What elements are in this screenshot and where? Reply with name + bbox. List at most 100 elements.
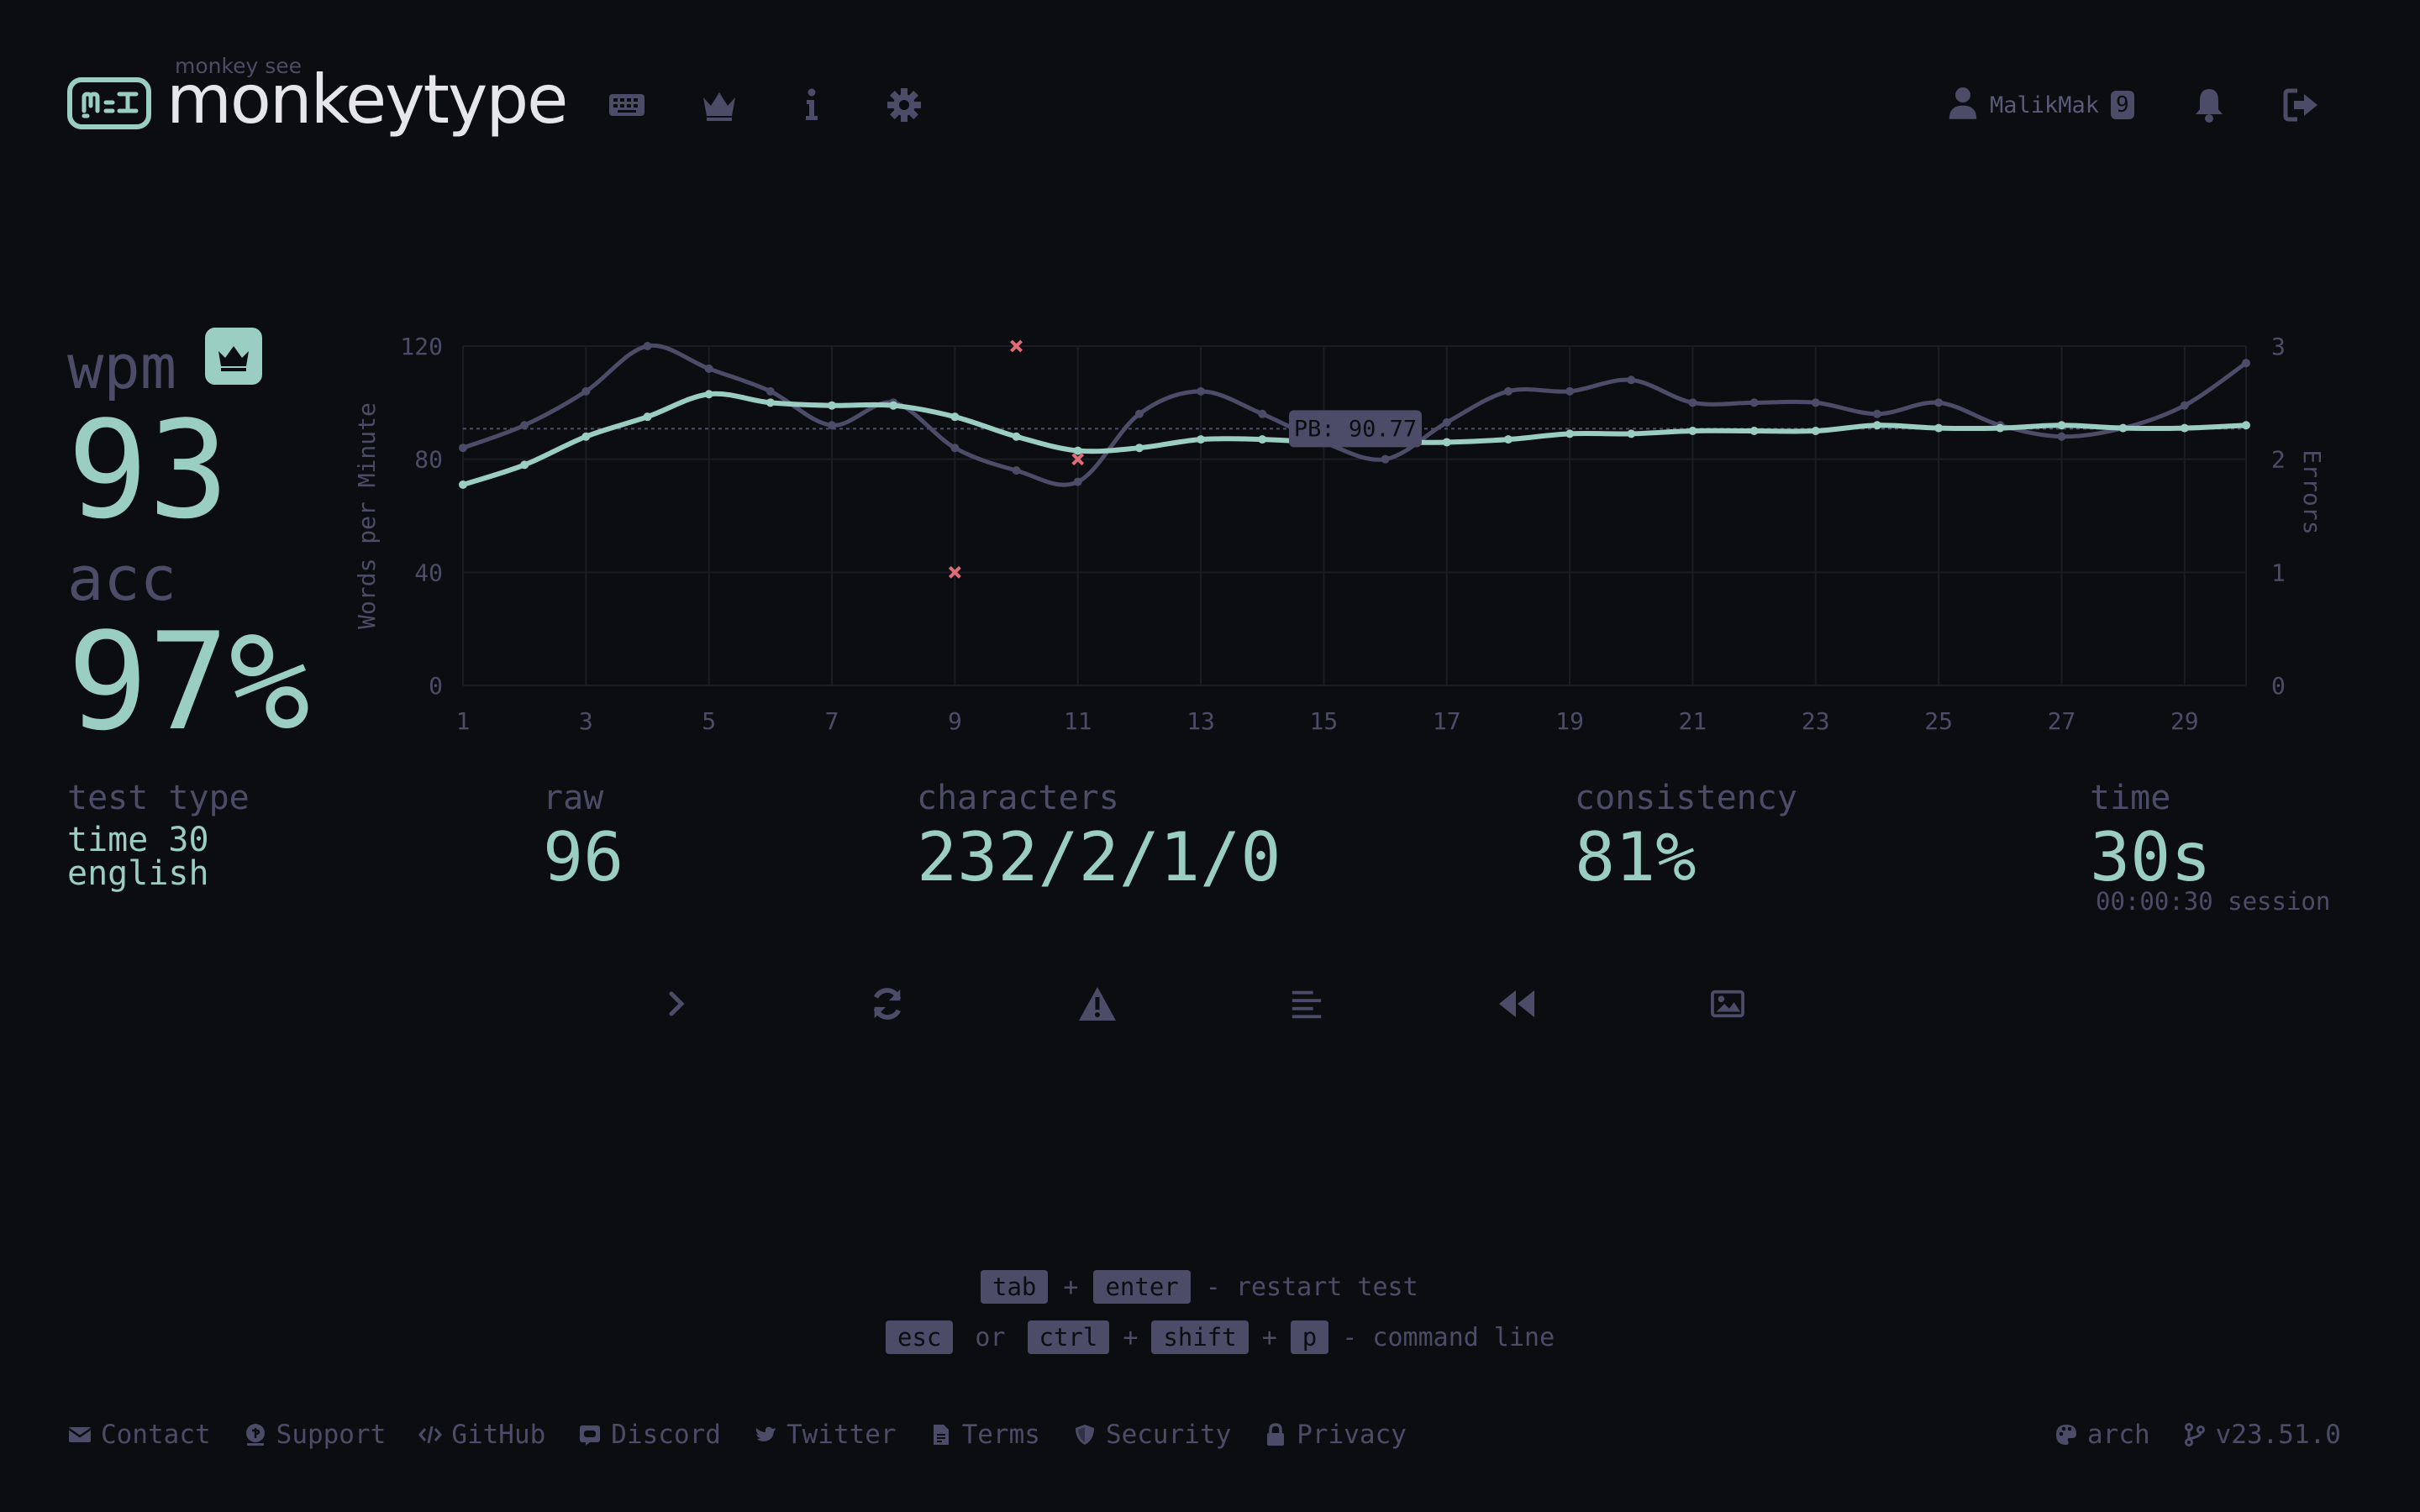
y2-tick-label: 1 bbox=[2271, 559, 2286, 586]
monkeytype-logo-icon[interactable] bbox=[67, 77, 151, 129]
footer-right: arch v23.51.0 bbox=[2054, 1416, 2341, 1453]
wpm-point bbox=[765, 398, 775, 407]
x-tick-label: 23 bbox=[1802, 707, 1830, 735]
privacy-link[interactable]: Privacy bbox=[1263, 1420, 1407, 1450]
key-p: p bbox=[1290, 1320, 1329, 1354]
wpm-point bbox=[1134, 444, 1144, 453]
wpm-value: 93 bbox=[67, 391, 229, 549]
raw-point bbox=[581, 386, 591, 396]
settings-gear-icon[interactable] bbox=[883, 84, 925, 126]
footer-links: Contact Support GitHub Discord Twitter T… bbox=[67, 1416, 1439, 1453]
sign-out-icon[interactable] bbox=[2281, 84, 2323, 126]
wpm-point bbox=[2057, 421, 2066, 430]
raw-point bbox=[2180, 401, 2189, 410]
consistency-label: consistency bbox=[1575, 779, 1797, 817]
wpm-point bbox=[2118, 423, 2128, 433]
key-enter: enter bbox=[1093, 1270, 1191, 1304]
raw-point bbox=[950, 444, 960, 453]
chevron-right-icon bbox=[669, 991, 685, 1016]
raw-point bbox=[704, 364, 713, 373]
theme-button[interactable]: arch bbox=[2054, 1420, 2150, 1450]
raw-point bbox=[1934, 398, 1944, 407]
raw-point bbox=[889, 398, 898, 407]
wpm-series-line bbox=[460, 391, 2249, 487]
next-test-button[interactable] bbox=[647, 979, 706, 1029]
align-left-icon bbox=[1292, 990, 1322, 1019]
image-icon bbox=[1711, 990, 1744, 1018]
x-tick-label: 25 bbox=[1924, 707, 1953, 735]
raw-point bbox=[459, 444, 467, 453]
raw-point bbox=[828, 421, 837, 430]
wpm-point bbox=[1934, 423, 1944, 433]
wpm-point bbox=[1503, 435, 1512, 444]
test-type-mode: time 30 bbox=[67, 821, 209, 859]
contact-link[interactable]: Contact bbox=[67, 1420, 211, 1450]
wpm-point bbox=[1012, 432, 1021, 441]
x-tick-label: 3 bbox=[579, 707, 593, 735]
characters-value: 232/2/1/0 bbox=[917, 818, 1281, 896]
acc-label: acc bbox=[67, 543, 177, 614]
raw-point bbox=[1872, 409, 1881, 418]
raw-point bbox=[1134, 409, 1144, 418]
user-icon bbox=[1948, 86, 1978, 125]
discord-icon bbox=[580, 1425, 601, 1446]
logo-subtitle: monkey see bbox=[175, 54, 302, 78]
logo-title[interactable]: monkeytype bbox=[166, 60, 568, 139]
wpm-point bbox=[1073, 446, 1082, 455]
x-tick-label: 27 bbox=[2048, 707, 2076, 735]
raw-point bbox=[1381, 454, 1390, 464]
key-tab: tab bbox=[981, 1270, 1049, 1304]
raw-point bbox=[2118, 423, 2128, 433]
raw-point bbox=[1258, 409, 1267, 418]
wpm-label: wpm bbox=[67, 332, 177, 402]
y-tick-label: 0 bbox=[429, 672, 443, 700]
acc-value: 97% bbox=[67, 603, 310, 760]
about-info-icon[interactable] bbox=[791, 84, 833, 126]
error-marker bbox=[948, 565, 961, 579]
report-button[interactable] bbox=[1068, 979, 1127, 1029]
raw-point bbox=[1749, 398, 1759, 407]
twitter-link[interactable]: Twitter bbox=[753, 1420, 897, 1450]
terms-link[interactable]: Terms bbox=[929, 1420, 1040, 1450]
x-tick-label: 21 bbox=[1679, 707, 1707, 735]
version-button[interactable]: v23.51.0 bbox=[2182, 1420, 2341, 1450]
error-marker bbox=[1010, 339, 1023, 353]
session-time: 00:00:30 session bbox=[2096, 887, 2331, 916]
github-link[interactable]: GitHub bbox=[418, 1420, 545, 1450]
raw-point bbox=[1503, 386, 1512, 396]
screenshot-button[interactable] bbox=[1698, 979, 1757, 1029]
command-hint-text: - command line bbox=[1342, 1322, 1555, 1352]
personal-best-crown-icon[interactable] bbox=[205, 328, 262, 385]
raw-point bbox=[1627, 375, 1636, 385]
leaderboard-crown-icon[interactable] bbox=[698, 84, 740, 126]
notifications-bell-icon[interactable] bbox=[2188, 84, 2230, 126]
pb-label-box bbox=[1289, 410, 1422, 448]
wpm-point bbox=[1381, 438, 1390, 447]
replay-button[interactable] bbox=[1488, 979, 1547, 1029]
x-tick-label: 15 bbox=[1310, 707, 1339, 735]
wpm-point bbox=[1811, 427, 1820, 435]
raw-point bbox=[1811, 398, 1820, 407]
account-button[interactable]: MalikMak 9 bbox=[1948, 84, 2134, 126]
raw-point bbox=[765, 386, 775, 396]
support-link[interactable]: Support bbox=[243, 1420, 386, 1450]
wpm-point bbox=[459, 480, 467, 489]
keyboard-icon[interactable] bbox=[606, 84, 648, 126]
restart-test-button[interactable] bbox=[858, 979, 917, 1029]
raw-point bbox=[2057, 432, 2066, 441]
word-history-button[interactable] bbox=[1277, 979, 1336, 1029]
wpm-point bbox=[704, 390, 713, 399]
wpm-point bbox=[520, 460, 529, 470]
security-link[interactable]: Security bbox=[1072, 1420, 1231, 1450]
envelope-icon bbox=[68, 1427, 92, 1442]
x-tick-label: 13 bbox=[1186, 707, 1215, 735]
raw-point bbox=[643, 342, 652, 350]
x-tick-label: 9 bbox=[948, 707, 962, 735]
characters-label: characters bbox=[917, 779, 1119, 817]
or-text: or bbox=[975, 1322, 1006, 1352]
username: MalikMak bbox=[1990, 92, 2100, 118]
raw-series-line bbox=[460, 343, 2249, 487]
raw-point bbox=[2242, 359, 2250, 368]
discord-link[interactable]: Discord bbox=[577, 1420, 721, 1450]
raw-point bbox=[1319, 438, 1328, 447]
